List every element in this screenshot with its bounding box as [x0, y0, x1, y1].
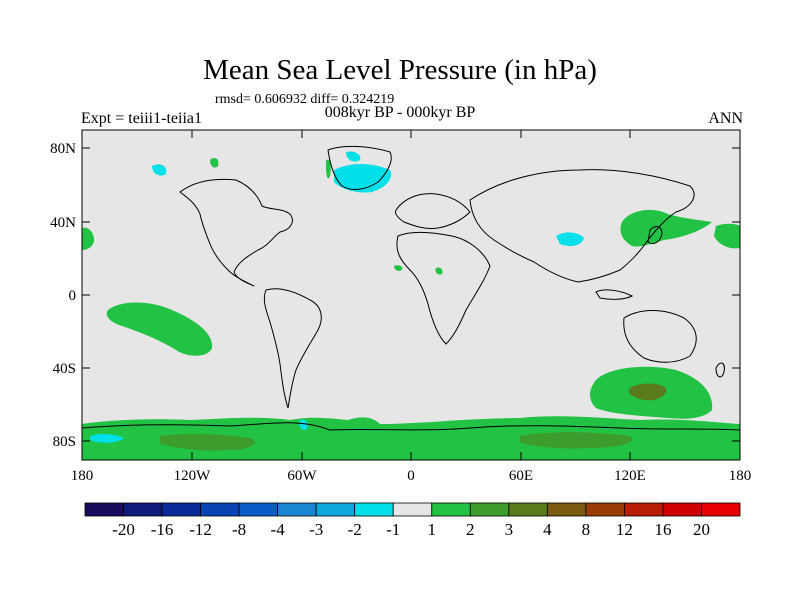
coastlines	[81, 145, 741, 431]
colorbar-label: 2	[466, 520, 475, 539]
colorbar-label: 20	[692, 520, 710, 539]
lat-label-80n: 80N	[50, 141, 76, 157]
period-label: 008kyr BP - 000kyr BP	[324, 104, 476, 121]
anomaly-greenland-north	[346, 151, 361, 162]
colorbar-swatch	[161, 502, 201, 517]
colorbar-label: -1	[386, 520, 401, 539]
colorbar-swatch	[662, 502, 702, 517]
anomaly-arctic-canada	[152, 164, 167, 176]
axis-ticks	[81, 130, 741, 460]
lat-label-80s: 80S	[52, 434, 76, 450]
colorbar-label: 4	[543, 520, 552, 539]
colorbar-swatch	[123, 502, 163, 517]
anomaly-tibet	[556, 232, 584, 246]
colorbar-swatch	[585, 502, 625, 517]
anomaly-antarctica	[82, 416, 740, 460]
colorbar-label: 12	[615, 520, 633, 539]
coast-asia	[469, 169, 695, 283]
colorbar-swatch	[354, 502, 394, 517]
negative-anomaly-fields	[90, 151, 584, 443]
lat-label-40s: 40S	[52, 361, 76, 377]
colorbar-swatch	[84, 502, 124, 517]
coast-south-america	[263, 288, 322, 409]
colorbar-swatch	[431, 502, 471, 517]
colorbar	[84, 502, 741, 517]
lat-label-0: 0	[68, 288, 77, 304]
colorbar-swatch	[200, 502, 240, 517]
coast-japan	[647, 226, 663, 245]
colorbar-label: 8	[581, 520, 591, 539]
colorbar-swatch	[508, 502, 548, 517]
colorbar-swatch	[238, 502, 279, 517]
coast-antarctica	[81, 422, 741, 431]
coast-australia	[623, 310, 697, 363]
anomaly-ross-sea	[90, 433, 124, 443]
coast-europe	[395, 193, 471, 229]
anomaly-tropical-pacific	[106, 302, 213, 356]
chart-title: Mean Sea Level Pressure (in hPa)	[203, 54, 597, 86]
colorbar-swatch	[701, 502, 741, 517]
coast-africa	[396, 231, 491, 345]
lon-label-120e: 120E	[614, 468, 646, 484]
colorbar-label: -12	[189, 520, 212, 539]
coast-new-zealand	[715, 362, 725, 378]
anomaly-africa-spot-2	[435, 267, 443, 275]
anomaly-weddell-spot	[299, 419, 308, 430]
colorbar-label: -8	[232, 520, 247, 539]
colorbar-label: -3	[309, 520, 324, 539]
colorbar-label: 3	[504, 520, 514, 539]
lon-label-0: 0	[407, 468, 415, 484]
anomaly-west-edge	[82, 227, 94, 250]
colorbar-label: 1	[427, 520, 437, 539]
colorbar-swatch	[546, 502, 587, 517]
anomaly-north-pacific-east	[714, 223, 740, 249]
lon-label-120w: 120W	[173, 468, 211, 484]
anomaly-antarctica-core	[160, 433, 255, 451]
colorbar-label: -4	[270, 520, 285, 539]
anomaly-greenland	[334, 164, 392, 193]
colorbar-label: -20	[112, 520, 135, 539]
experiment-label: Expt = teiii1-teiia1	[81, 110, 202, 127]
anomaly-antarctica-core-2	[520, 432, 633, 449]
colorbar-swatch	[624, 502, 664, 517]
lon-label-180w: 180	[70, 468, 94, 484]
lon-label-60w: 60W	[287, 468, 317, 484]
stats-label: rmsd= 0.606932 diff= 0.324219	[215, 92, 395, 107]
lon-label-60e: 60E	[508, 468, 534, 484]
colorbar-swatch	[392, 502, 433, 517]
lon-label-180e: 180	[728, 468, 752, 484]
coast-north-america	[179, 178, 293, 287]
coast-indonesia	[595, 289, 634, 300]
anomaly-south-australia-core	[628, 383, 667, 401]
anomaly-north-pacific	[620, 209, 712, 247]
colorbar-swatch	[277, 502, 317, 517]
colorbar-label: -2	[347, 520, 362, 539]
coast-greenland	[327, 145, 392, 190]
anomaly-greenland-green	[326, 159, 331, 179]
positive-anomaly-fields	[82, 158, 740, 460]
colorbar-swatch	[315, 502, 356, 517]
colorbar-label: 16	[654, 520, 672, 539]
season-label: ANN	[708, 110, 743, 127]
colorbar-label: -16	[150, 520, 174, 539]
lat-label-40n: 40N	[50, 215, 76, 231]
colorbar-swatch	[469, 502, 510, 517]
anomaly-africa-spot	[394, 265, 403, 271]
anomaly-canada-spot	[210, 158, 219, 168]
